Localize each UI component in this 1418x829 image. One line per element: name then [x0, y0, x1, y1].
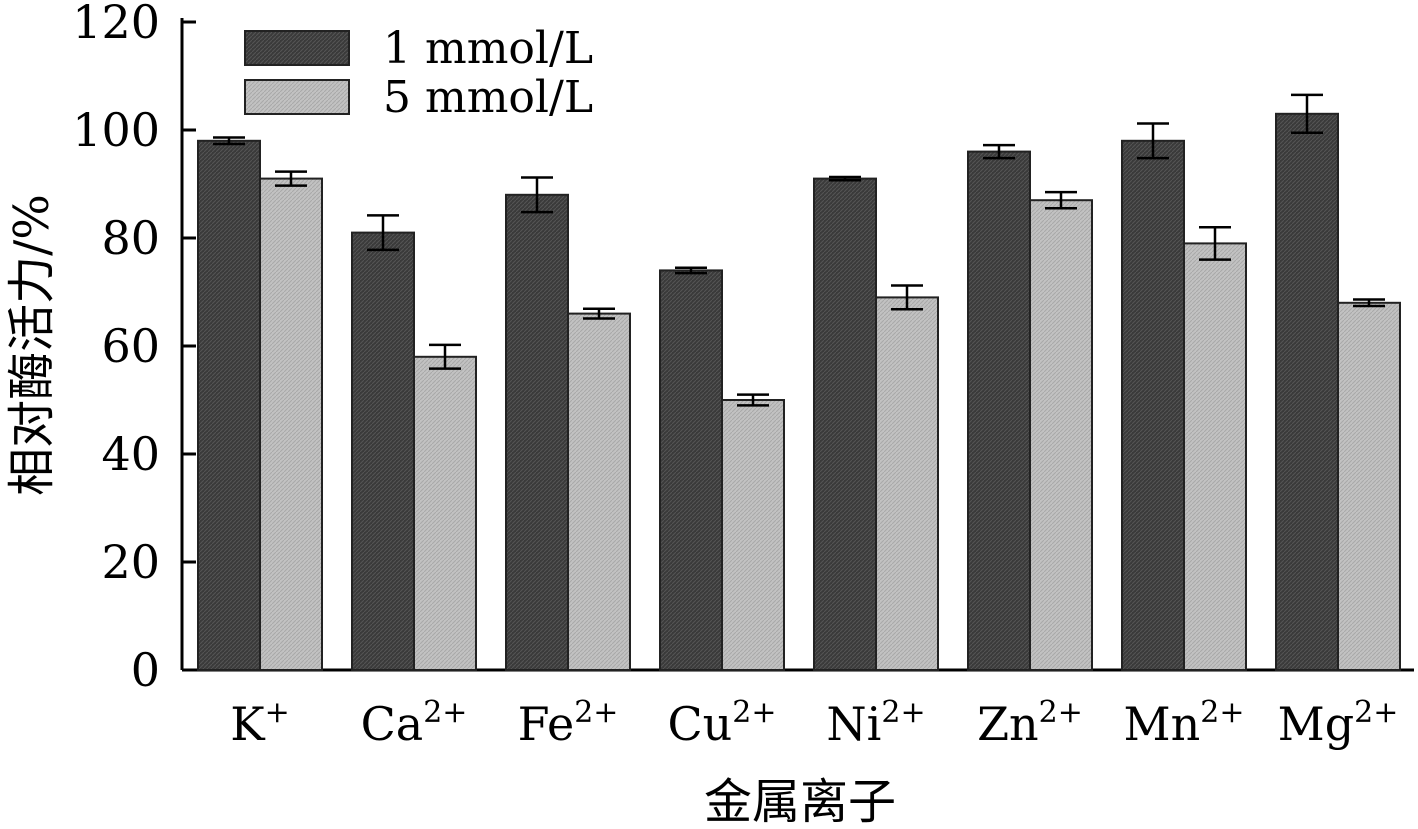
bar-series1 [1121, 139, 1185, 672]
x-axis-label: 金属离子 [704, 774, 896, 829]
y-tick-label: 20 [101, 535, 160, 589]
bar-series2 [875, 296, 939, 671]
x-tick-label: Ca2+ [361, 695, 468, 751]
x-tick-label: Mn2+ [1124, 695, 1245, 751]
bar-series2 [413, 355, 477, 671]
bar-series2 [567, 312, 631, 671]
bar-series1 [813, 177, 877, 671]
bar-series1 [1275, 112, 1339, 672]
bar-series2 [1183, 242, 1247, 671]
bar-series1 [967, 150, 1031, 672]
x-tick-label: Mg2+ [1278, 695, 1399, 751]
legend-swatch [244, 30, 350, 66]
error-bars [213, 93, 1385, 407]
legend-swatch [244, 79, 350, 115]
bar-series1 [197, 139, 261, 672]
bar-series1 [351, 231, 415, 671]
bar-series2 [721, 399, 785, 671]
legend-label: 5 mmol/L [383, 72, 593, 123]
y-tick-label: 80 [101, 211, 160, 265]
y-axis: 0 20 40 60 80 100 120 [72, 0, 196, 697]
x-tick-label: Ni2+ [826, 695, 925, 751]
x-tick-label: Fe2+ [518, 695, 619, 751]
y-tick-label: 120 [72, 0, 160, 49]
bar-series2 [1337, 301, 1401, 671]
y-tick-label: 100 [72, 103, 160, 157]
x-tick-label: K+ [230, 695, 290, 751]
bar-series2 [259, 177, 323, 671]
y-tick-label: 60 [101, 319, 160, 373]
bar-series1 [505, 193, 569, 672]
y-axis-label: 相对酶活力/% [4, 194, 60, 496]
legend: 1 mmol/L5 mmol/L [244, 23, 593, 123]
legend-label: 1 mmol/L [383, 23, 593, 74]
bar-series2 [1029, 199, 1093, 671]
bar-series1 [659, 269, 723, 671]
x-axis: K+ Ca2+ Fe2+ Cu2+ Ni2+ Zn2+ Mn2+ Mg2+ [182, 656, 1414, 751]
y-tick-label: 40 [101, 427, 160, 481]
bars [197, 112, 1401, 672]
y-tick-label: 0 [131, 643, 160, 697]
x-tick-label: Cu2+ [667, 695, 776, 751]
x-tick-label: Zn2+ [977, 695, 1083, 751]
